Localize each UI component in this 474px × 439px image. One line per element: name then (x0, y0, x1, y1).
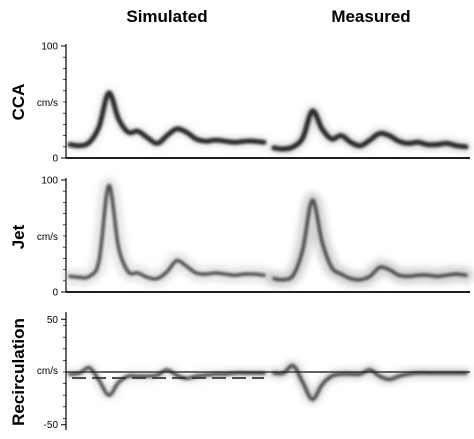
panel-cca-simulated (65, 87, 269, 151)
panel-jet-measured (266, 192, 474, 288)
panel-recirculation-measured (269, 360, 471, 405)
unit-label: cm/s (37, 232, 58, 243)
panel-cca-measured (269, 106, 471, 155)
chart-row-cca: 0 100 cm/s (37, 42, 471, 165)
series-line (272, 198, 468, 282)
row-label-jet: Jet (9, 224, 28, 249)
panel-jet-simulated (62, 177, 272, 287)
y-tick-label: -50 (44, 420, 59, 431)
y-tick-label: 50 (47, 315, 59, 326)
y-tick-label: 0 (52, 288, 58, 299)
y-tick-label: 100 (41, 42, 58, 53)
series-line (271, 108, 469, 152)
row-label-recirculation: Recirculation (9, 318, 28, 426)
column-title-measured: Measured (331, 7, 410, 26)
series-haze (266, 192, 474, 288)
series-line (68, 365, 266, 397)
row-label-cca: CCA (9, 84, 28, 121)
column-title-simulated: Simulated (126, 7, 207, 26)
chart-row-recirculation: -50 50 cm/s (37, 312, 471, 431)
series-line (68, 183, 266, 281)
y-tick-label: 100 (41, 176, 58, 187)
chart-row-jet: 0 100 cm/s (37, 176, 474, 299)
series-line (272, 363, 468, 402)
unit-label: cm/s (37, 366, 58, 377)
unit-label: cm/s (37, 98, 58, 109)
panel-recirculation-simulated (65, 362, 269, 401)
series-line (67, 90, 267, 149)
chart-rows: 0 100 cm/s 0 100 cm/s -50 50 cm/s (37, 42, 474, 431)
y-tick-label: 0 (52, 154, 58, 165)
